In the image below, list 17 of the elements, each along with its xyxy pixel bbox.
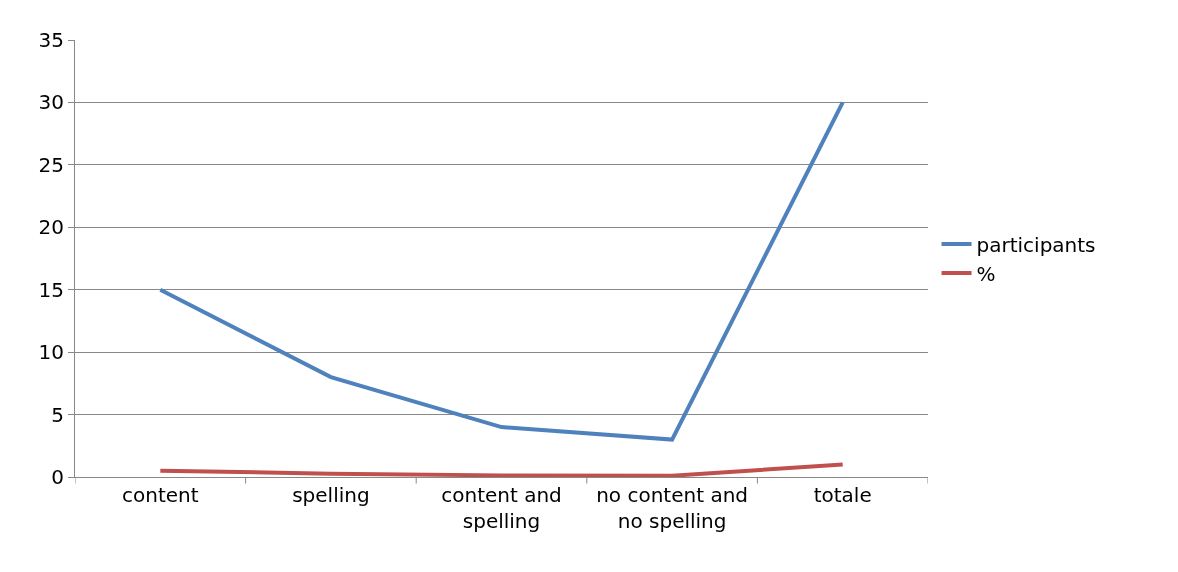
y-tick-label: 20 [38,215,64,240]
y-tick-label: 35 [38,28,64,52]
y-tick-label: 10 [38,340,64,365]
y-tick-label: 30 [38,90,64,115]
x-tick-label: totale [813,483,872,507]
y-tick-label: 5 [51,402,64,427]
y-tick-label: 25 [38,152,64,177]
x-tick-label: content [122,483,199,507]
line-series [158,462,845,477]
legend-label: % [976,261,996,286]
x-tick-label: spelling [292,483,370,507]
y-tick-label: 15 [38,277,64,302]
legend-label: participants [976,232,1096,257]
x-tick-label: content and spelling [441,483,562,533]
line-series [158,100,845,442]
x-tick-label: no content and no spelling [596,483,749,533]
y-tick-label: 0 [51,465,64,489]
